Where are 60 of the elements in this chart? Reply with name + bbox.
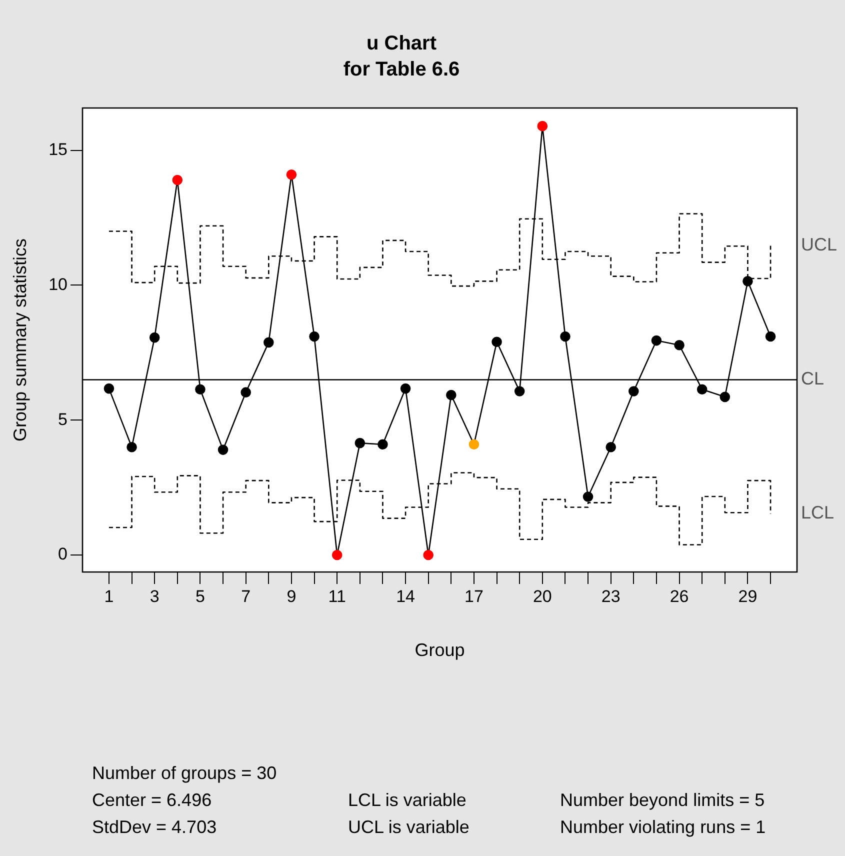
point xyxy=(149,332,160,343)
point xyxy=(126,442,137,452)
x-tick-label: 23 xyxy=(601,586,620,606)
text: UCL is variable xyxy=(348,817,470,838)
x-tick-label: 1 xyxy=(104,586,114,606)
chart-title: u Chart xyxy=(366,32,437,55)
point xyxy=(195,384,206,395)
point xyxy=(264,337,274,348)
series-label: UCL xyxy=(801,234,838,255)
point xyxy=(537,120,548,132)
y-tick-label: 5 xyxy=(58,410,68,429)
point xyxy=(492,336,502,348)
point xyxy=(446,390,456,400)
y-tick-label: 10 xyxy=(48,274,68,294)
chart-subtitle: for Table 6.6 xyxy=(343,58,460,81)
point xyxy=(423,550,434,560)
x-tick-label: 3 xyxy=(150,586,160,606)
point xyxy=(514,386,525,396)
text: LCL is variable xyxy=(348,790,466,811)
series-label: LCL xyxy=(801,502,834,523)
text: Number beyond limits = 5 xyxy=(560,790,765,811)
point xyxy=(468,439,480,450)
point xyxy=(309,331,320,342)
point xyxy=(742,276,753,286)
point xyxy=(104,383,114,394)
point xyxy=(218,444,228,455)
point xyxy=(240,387,251,398)
point xyxy=(400,383,411,394)
x-tick-label: 20 xyxy=(532,586,552,606)
x-tick-label: 11 xyxy=(328,586,346,606)
point xyxy=(696,384,708,395)
text: StdDev = 4.703 xyxy=(92,817,217,838)
point xyxy=(172,174,183,186)
x-tick-label: 9 xyxy=(286,586,296,606)
x-tick-label: 7 xyxy=(241,586,251,606)
text: Number of groups = 30 xyxy=(92,763,277,784)
point xyxy=(378,439,388,450)
point xyxy=(628,386,639,396)
point xyxy=(674,340,684,350)
x-tick-label: 5 xyxy=(195,586,205,606)
x-tick-label: 14 xyxy=(396,586,415,606)
point xyxy=(286,169,297,180)
x-axis-title: Group xyxy=(414,640,465,660)
x-tick-label: 26 xyxy=(670,586,689,606)
x-tick-label: 29 xyxy=(738,586,758,606)
text: Number violating runs = 1 xyxy=(560,817,766,838)
x-tick-label: 17 xyxy=(464,586,484,606)
point xyxy=(651,335,662,346)
y-axis-title: Group summary statistics xyxy=(10,238,30,442)
point xyxy=(582,492,594,502)
point xyxy=(606,442,616,452)
ref-line-label: CL xyxy=(801,368,824,389)
y-tick-label: 0 xyxy=(58,544,68,564)
y-tick-label: 15 xyxy=(48,140,68,160)
point xyxy=(765,331,776,342)
point xyxy=(720,392,730,402)
point xyxy=(332,550,342,560)
point xyxy=(560,331,570,342)
point xyxy=(354,438,366,448)
text: Center = 6.496 xyxy=(92,790,212,811)
